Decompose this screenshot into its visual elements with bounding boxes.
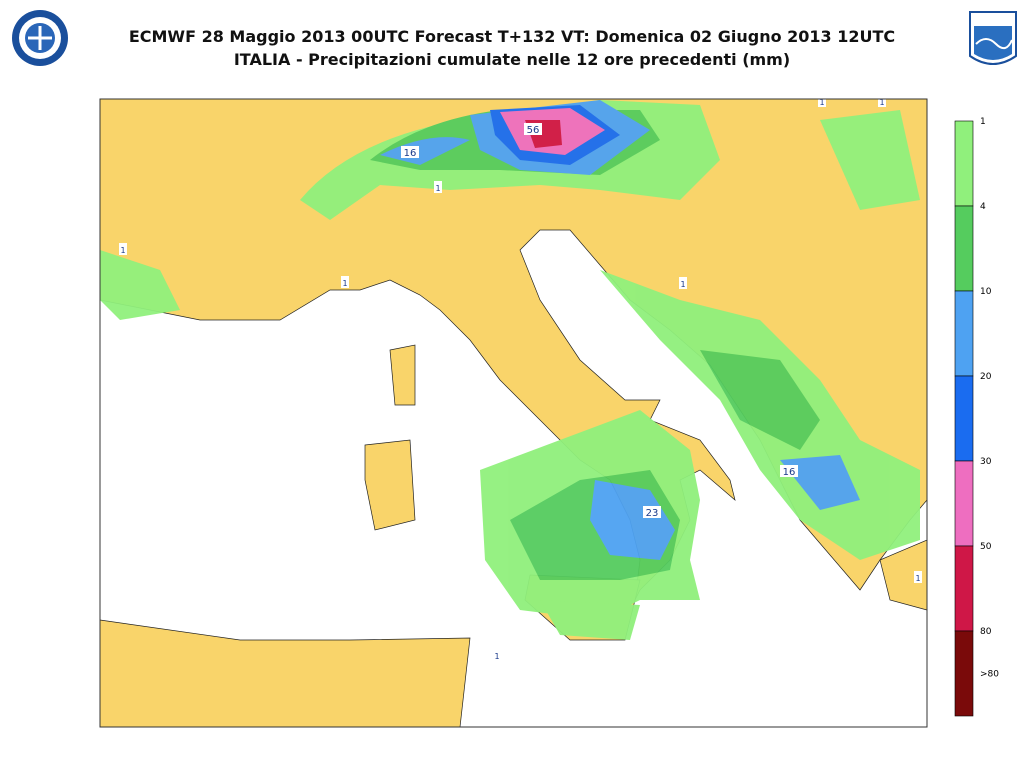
colorbar-bin: [954, 630, 974, 717]
label-box: [401, 146, 419, 158]
contour-label: 1: [435, 184, 440, 193]
contour-label: 1: [342, 279, 347, 288]
title: ECMWF 28 Maggio 2013 00UTC Forecast T+13…: [128, 27, 896, 46]
logo-right: [969, 11, 1017, 65]
precipitation: [100, 100, 920, 640]
colorbar-bin: [954, 290, 974, 377]
contour-label: 16: [404, 148, 417, 159]
label-box: [780, 465, 798, 477]
contour-label: 1: [819, 98, 824, 107]
land: [364, 439, 416, 531]
label-box: [434, 181, 442, 193]
label-box: [878, 95, 886, 107]
logo-left: [12, 10, 68, 66]
colorbar-label: 1: [980, 117, 986, 127]
colorbar-label: 20: [980, 372, 992, 382]
colorbar-label: 4: [980, 202, 986, 212]
contour-label: 23: [646, 508, 659, 519]
map: 56 16 23 16 1 1 1 1 1 1 1 1: [99, 95, 928, 728]
colorbar-bin: [954, 460, 974, 547]
label-box: [119, 243, 127, 255]
contour-label: 16: [783, 467, 796, 478]
label-box: [679, 277, 687, 289]
colorbar-bin: [954, 205, 974, 292]
land: [99, 98, 928, 601]
label-box: [341, 276, 349, 288]
contour-label: 1: [915, 574, 920, 583]
colorbar-label: >80: [980, 670, 999, 680]
colorbar-bin: [954, 545, 974, 632]
label-box: [914, 571, 922, 583]
contour-label: 1: [494, 652, 499, 661]
contour-label: 56: [527, 125, 540, 136]
colorbar-label: 80: [980, 627, 992, 637]
colorbar-label: 30: [980, 457, 992, 467]
land: [389, 344, 416, 406]
colorbar-label: 10: [980, 287, 992, 297]
colorbar-bin: [954, 120, 974, 207]
contour-label: 1: [680, 280, 685, 289]
contour-label: 1: [120, 246, 125, 255]
colorbar-bin: [954, 375, 974, 462]
label-box: [493, 649, 501, 661]
map-frame: [99, 98, 928, 728]
label-box: [818, 95, 826, 107]
subtitle: ITALIA - Precipitazioni cumulate nelle 1…: [233, 50, 791, 69]
colorbar: 1 4 10 20 30 50 80 >80: [954, 117, 999, 717]
contour-label: 1: [879, 98, 884, 107]
label-box: [643, 506, 661, 518]
label-box: [524, 123, 542, 135]
colorbar-label: 50: [980, 542, 992, 552]
